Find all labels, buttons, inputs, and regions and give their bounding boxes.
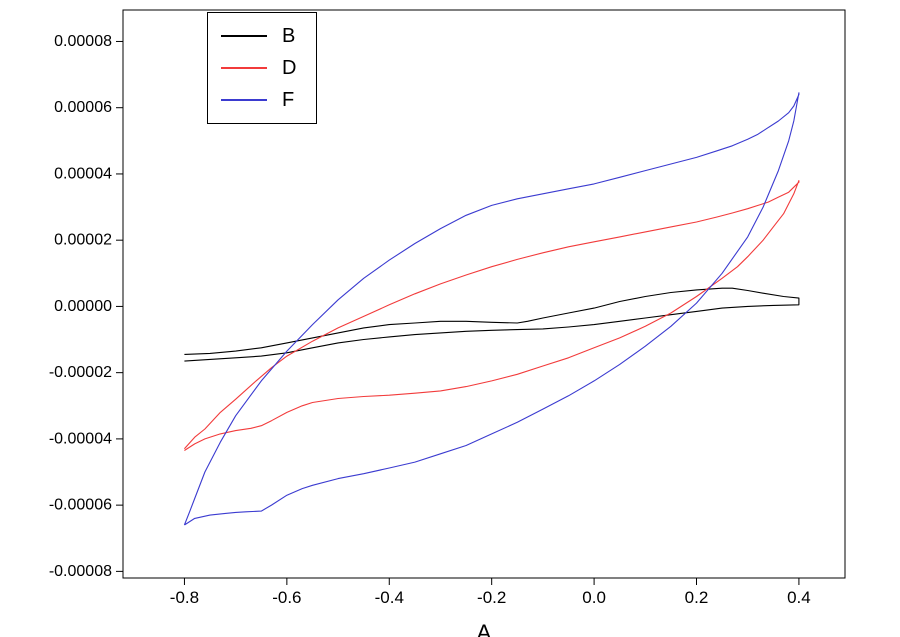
x-axis-label: A (476, 620, 492, 637)
x-tick-label: 0.2 (685, 588, 709, 607)
legend-label-B: B (282, 25, 296, 47)
y-tick-label: 0.00006 (54, 99, 112, 116)
legend-entry-F: F (221, 84, 296, 116)
plot-frame (122, 9, 846, 579)
x-tick-label: -0.2 (477, 588, 506, 607)
x-tick-label: -0.8 (170, 588, 199, 607)
series-line-B (184, 287, 800, 362)
x-tick-label: 0.4 (787, 588, 811, 607)
legend-entry-D: D (221, 52, 296, 84)
legend-line-sample-F (221, 99, 267, 101)
y-tick-label: 0.00000 (54, 298, 112, 315)
y-tick-label: 0.00002 (54, 232, 112, 249)
x-tick-label: -0.4 (375, 588, 404, 607)
legend-label-F: F (282, 89, 295, 111)
series-line-D (183, 180, 800, 451)
legend-line-sample-D (221, 67, 267, 69)
y-tick-label: -0.00004 (49, 430, 112, 447)
y-tick-label: 0.00004 (54, 165, 112, 182)
y-tick-label: -0.00002 (49, 364, 112, 381)
legend-label-D: D (282, 57, 297, 79)
series-line-F (183, 92, 800, 526)
x-tick-label: -0.6 (272, 588, 301, 607)
x-tick-label: 0.0 (582, 588, 606, 607)
y-tick-label: 0.00008 (54, 33, 112, 50)
legend-line-sample-B (221, 35, 267, 37)
y-tick-label: -0.00006 (49, 497, 112, 514)
legend-entry-B: B (221, 20, 296, 52)
y-tick-label: -0.00008 (49, 563, 112, 580)
